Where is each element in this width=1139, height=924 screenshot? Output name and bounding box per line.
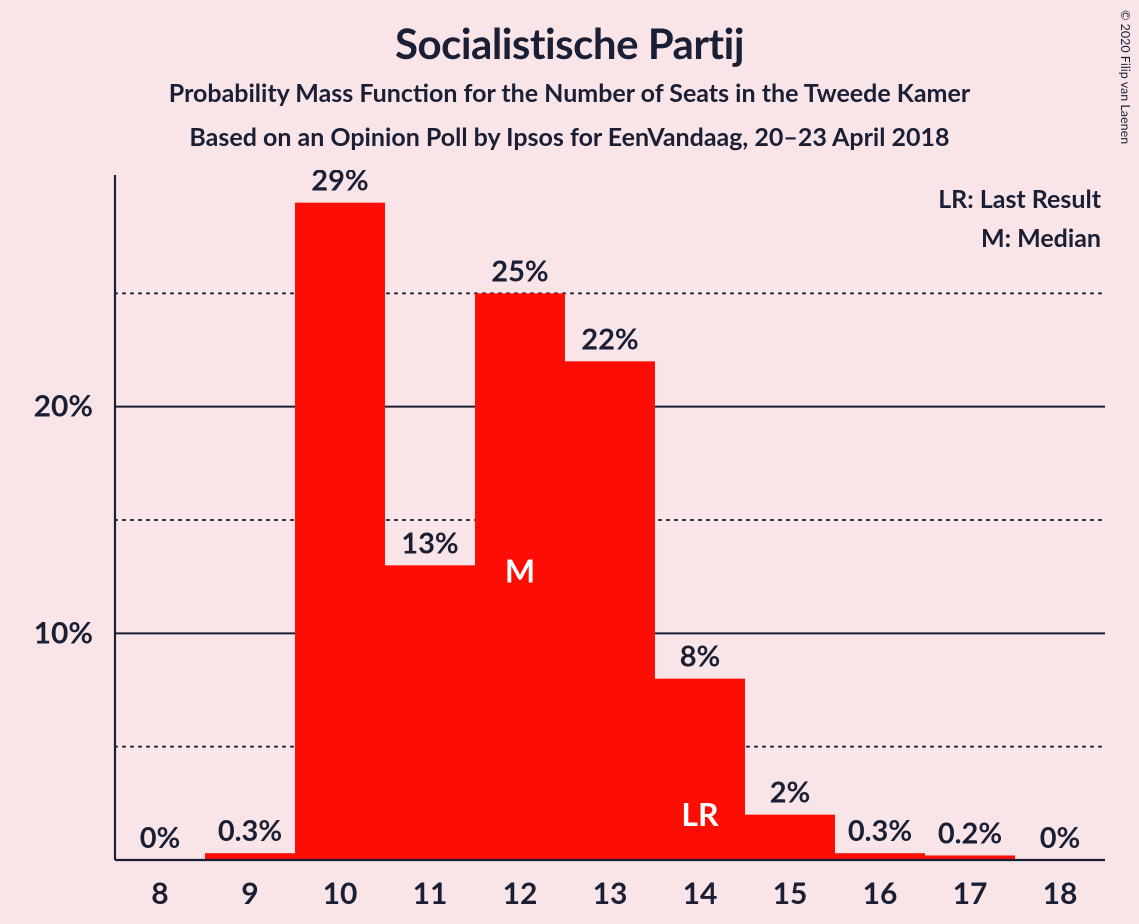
x-tick-label: 12	[503, 875, 538, 911]
bar-value-label: 29%	[311, 170, 368, 198]
chart-subtitle-2: Based on an Opinion Poll by Ipsos for Ee…	[0, 108, 1139, 152]
x-tick-label: 8	[151, 875, 168, 911]
x-tick-label: 15	[773, 875, 808, 911]
legend-m: M: Median	[938, 219, 1101, 258]
x-tick-label: 17	[953, 875, 988, 911]
x-tick-label: 14	[683, 875, 718, 911]
bar	[745, 815, 835, 860]
bar-value-label: 0%	[140, 820, 181, 855]
x-tick-label: 10	[323, 875, 358, 911]
bar	[565, 361, 655, 860]
bar	[385, 565, 475, 860]
last-result-marker: LR	[681, 794, 719, 833]
x-tick-label: 11	[413, 875, 448, 911]
legend-lr: LR: Last Result	[938, 180, 1101, 219]
chart-svg: 10% 20% 8 0% 9 0.3% 10 29% 11 13% 12 25% 13 22% 14 8% 15…	[0, 170, 1139, 920]
x-tick-label: 16	[863, 875, 898, 911]
bar	[295, 203, 385, 860]
chart-title: Socialistische Partij	[0, 0, 1139, 68]
chart-subtitle-1: Probability Mass Function for the Number…	[0, 68, 1139, 108]
bar-value-label: 2%	[770, 775, 811, 810]
x-tick-label: 9	[241, 875, 258, 911]
bar-value-label: 22%	[581, 321, 638, 356]
bar-value-label: 25%	[491, 253, 548, 288]
bar-value-label: 0.3%	[218, 813, 282, 848]
bar-value-label: 13%	[401, 525, 458, 560]
bar-value-label: 0%	[1040, 820, 1081, 855]
legend: LR: Last Result M: Median	[938, 180, 1101, 258]
y-tick-label: 10%	[34, 614, 93, 650]
x-tick-label: 13	[593, 875, 628, 911]
y-tick-label: 20%	[34, 388, 93, 424]
x-tick-label: 18	[1043, 875, 1078, 911]
median-marker: M	[505, 550, 535, 589]
bar-value-label: 0.2%	[938, 815, 1002, 850]
chart-area: LR: Last Result M: Median 10% 20% 8 0% 9 0.3%…	[0, 170, 1139, 924]
copyright-text: © 2020 Filip van Laenen	[1118, 10, 1133, 144]
bar-value-label: 0.3%	[848, 813, 912, 848]
bar-value-label: 8%	[680, 639, 721, 674]
